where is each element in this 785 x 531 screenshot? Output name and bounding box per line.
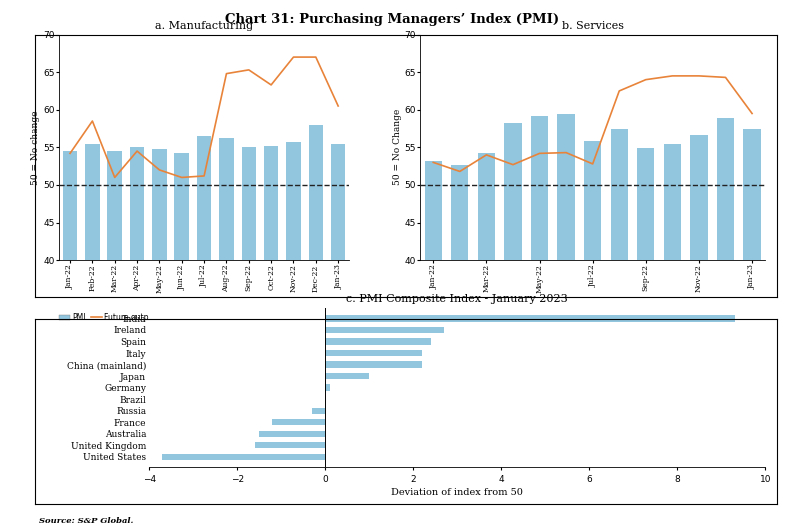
Bar (717, 118, 734, 531)
Bar (584, 141, 601, 531)
X-axis label: Deviation of index from 50: Deviation of index from 50 (392, 488, 523, 497)
Legend: PMI, Future output, No change level: PMI, Future output, No change level (56, 310, 239, 325)
Bar (312, 407, 325, 414)
Bar (130, 147, 144, 531)
Bar (325, 350, 422, 356)
Bar (325, 327, 444, 333)
Bar (690, 135, 707, 531)
Bar (108, 151, 122, 531)
Legend: PMI, Business
expectations, No change level: PMI, Business expectations, No change le… (413, 310, 593, 336)
Bar (63, 151, 77, 531)
Text: Chart 31: Purchasing Managers’ Index (PMI): Chart 31: Purchasing Managers’ Index (PM… (225, 13, 560, 26)
Bar (162, 453, 325, 460)
Bar (637, 148, 655, 531)
Bar (197, 136, 211, 531)
Bar (325, 338, 431, 345)
Bar (743, 129, 761, 531)
Bar (287, 142, 301, 531)
Bar (325, 315, 735, 322)
Bar (174, 153, 189, 531)
Bar (557, 114, 575, 531)
Bar (478, 153, 495, 531)
Bar (309, 125, 323, 531)
Bar (219, 138, 234, 531)
Bar (264, 146, 279, 531)
Y-axis label: 50 = No change: 50 = No change (31, 110, 41, 185)
Title: a. Manufacturing: a. Manufacturing (155, 21, 253, 31)
Bar (531, 116, 548, 531)
Bar (451, 166, 469, 531)
Bar (325, 373, 369, 379)
Bar (664, 143, 681, 531)
Bar (242, 147, 256, 531)
Bar (331, 144, 345, 531)
Bar (325, 384, 330, 391)
Bar (152, 149, 166, 531)
Bar (255, 442, 325, 449)
Bar (259, 431, 325, 437)
Y-axis label: 50 = No Change: 50 = No Change (392, 109, 402, 185)
Bar (425, 161, 442, 531)
Title: b. Services: b. Services (562, 21, 623, 31)
Bar (272, 419, 325, 425)
Bar (325, 362, 422, 368)
Title: c. PMI Composite Index - January 2023: c. PMI Composite Index - January 2023 (346, 294, 568, 304)
Bar (85, 143, 100, 531)
Text: Source: S&P Global.: Source: S&P Global. (39, 517, 133, 525)
Bar (611, 130, 628, 531)
Bar (504, 123, 521, 531)
